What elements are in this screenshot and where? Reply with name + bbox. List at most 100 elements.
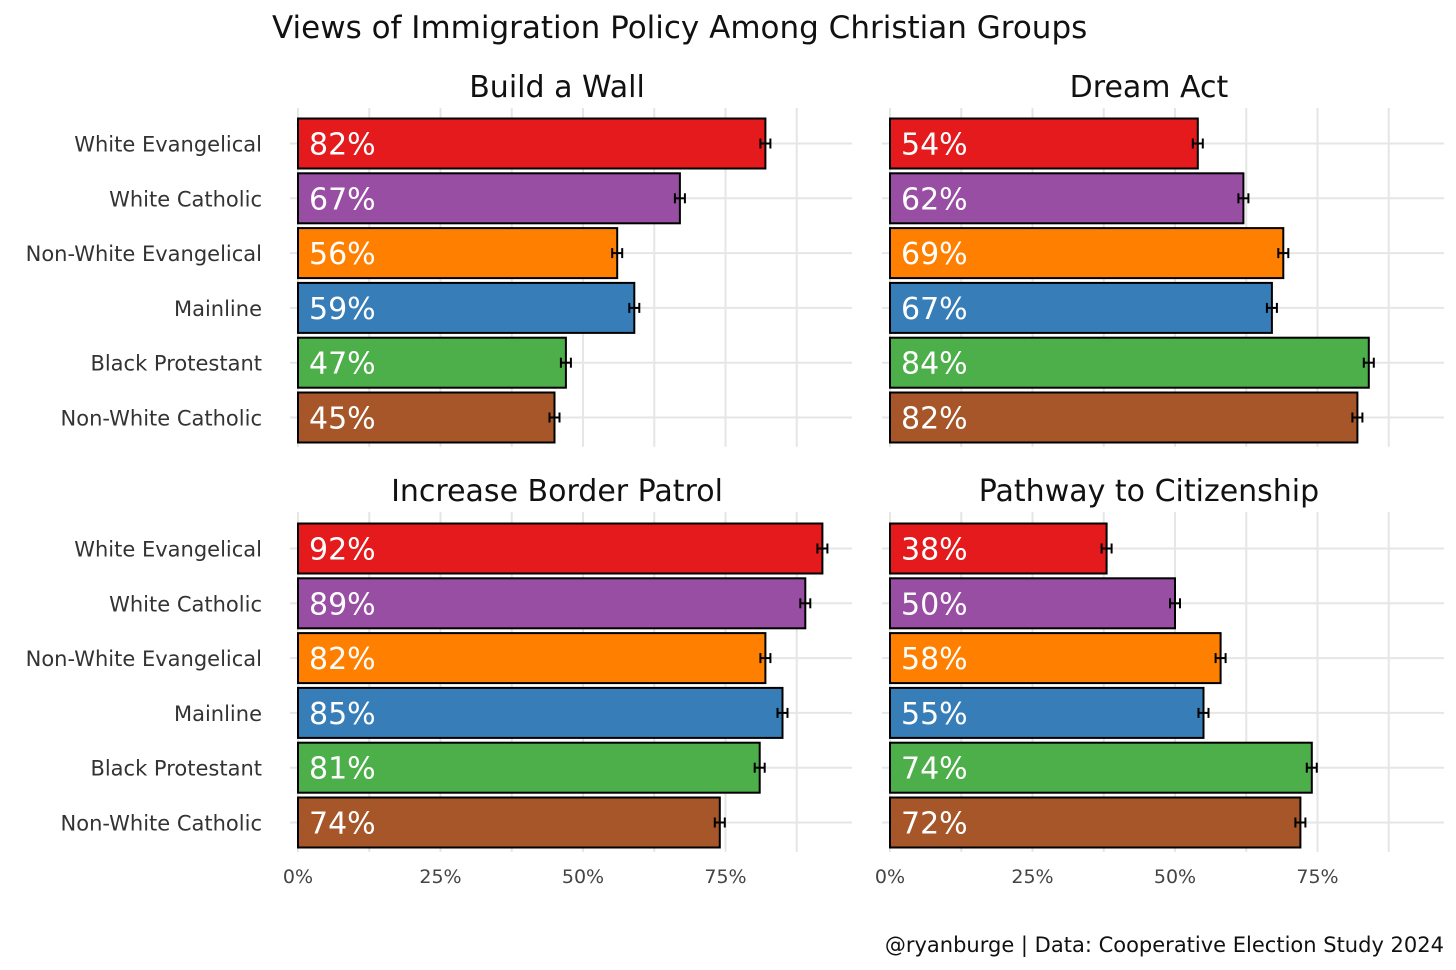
panel-pathway-to-citizenship: Pathway to Citizenship 38% 50% 58% 55% 74% 72%… [875, 474, 1444, 888]
error-bar-white-evangelical [816, 543, 829, 554]
error-bar-white-catholic [673, 193, 686, 204]
bar-value-label-black-protestant: 81% [309, 752, 376, 787]
bar-value-label-mainline: 67% [901, 292, 968, 327]
category-label-non-white-evangelical: Non-White Evangelical [26, 242, 262, 266]
error-bar-white-catholic [1169, 598, 1181, 609]
bar-value-label-non-white-evangelical: 58% [901, 642, 968, 677]
bar-value-label-black-protestant: 47% [309, 347, 376, 382]
error-bar-white-evangelical [759, 138, 772, 149]
bar-black-protestant [889, 336, 1370, 389]
bar-white-catholic [889, 577, 1176, 630]
x-tick-label: 75% [1296, 866, 1338, 888]
bar-non-white-catholic [297, 391, 556, 444]
panel-title: Dream Act [1070, 70, 1229, 105]
bar-value-label-white-evangelical: 82% [309, 128, 376, 163]
panel-title: Pathway to Citizenship [979, 474, 1319, 509]
error-bar-non-white-catholic [713, 817, 726, 828]
facet-panels: Build a Wall White Evangelical White Catho… [26, 70, 1444, 888]
bar-mainline [889, 281, 1273, 334]
bar-white-catholic [297, 172, 681, 225]
bar-white-evangelical [297, 117, 767, 170]
bar-value-label-non-white-catholic: 82% [901, 402, 968, 437]
bar-value-label-white-evangelical: 38% [901, 533, 968, 568]
x-tick-label: 75% [704, 866, 746, 888]
error-bar-black-protestant [753, 762, 766, 773]
bar-white-catholic [889, 172, 1245, 225]
bar-white-evangelical [889, 117, 1199, 170]
error-bar-black-protestant [1362, 357, 1375, 368]
x-tick-label: 25% [419, 866, 461, 888]
x-tick-label: 0% [283, 866, 313, 888]
category-label-non-white-evangelical: Non-White Evangelical [26, 647, 262, 671]
x-tick-label: 50% [1154, 866, 1196, 888]
error-bar-white-catholic [1237, 193, 1250, 204]
bar-non-white-evangelical [889, 227, 1285, 280]
error-bar-non-white-catholic [1351, 412, 1364, 423]
bar-value-label-white-catholic: 50% [901, 587, 968, 622]
error-bar-non-white-evangelical [611, 248, 624, 259]
error-bar-non-white-catholic [1294, 817, 1307, 828]
panel-title: Increase Border Patrol [391, 474, 723, 509]
bar-value-label-white-catholic: 67% [309, 182, 376, 217]
error-bar-white-catholic [799, 598, 812, 609]
x-tick-label: 50% [562, 866, 604, 888]
category-label-white-catholic: White Catholic [109, 187, 262, 211]
category-label-black-protestant: Black Protestant [90, 757, 262, 781]
bar-black-protestant [297, 741, 761, 794]
bar-value-label-non-white-catholic: 74% [309, 807, 376, 842]
bar-value-label-white-catholic: 62% [901, 182, 968, 217]
panel-increase-border-patrol: Increase Border Patrol White Evangelical W… [26, 474, 852, 888]
bar-value-label-non-white-evangelical: 69% [901, 237, 968, 272]
error-bar-non-white-evangelical [1214, 653, 1227, 664]
category-label-mainline: Mainline [174, 702, 262, 726]
bar-value-label-white-catholic: 89% [309, 587, 376, 622]
bar-black-protestant [889, 741, 1313, 794]
error-bar-black-protestant [1305, 762, 1318, 773]
error-bar-white-evangelical [1100, 543, 1113, 554]
bar-value-label-non-white-catholic: 72% [901, 807, 968, 842]
bar-non-white-evangelical [297, 632, 767, 685]
bar-value-label-mainline: 59% [309, 292, 376, 327]
bar-value-label-mainline: 85% [309, 697, 376, 732]
x-tick-label: 0% [875, 866, 905, 888]
bar-value-label-non-white-evangelical: 56% [309, 237, 376, 272]
bar-non-white-catholic [889, 391, 1359, 444]
error-bar-mainline [628, 302, 641, 313]
bar-black-protestant [297, 336, 567, 389]
error-bar-non-white-evangelical [759, 653, 772, 664]
error-bar-mainline [1197, 707, 1210, 718]
chart-caption: @ryanburge | Data: Cooperative Election … [885, 933, 1444, 958]
x-tick-label: 25% [1011, 866, 1053, 888]
bar-value-label-mainline: 55% [901, 697, 968, 732]
bar-non-white-catholic [297, 796, 721, 849]
category-label-white-evangelical: White Evangelical [74, 538, 262, 562]
error-bar-white-evangelical [1191, 138, 1204, 149]
bar-value-label-non-white-catholic: 45% [309, 402, 376, 437]
error-bar-non-white-catholic [548, 412, 561, 423]
bar-mainline [889, 686, 1205, 739]
category-label-non-white-catholic: Non-White Catholic [61, 407, 262, 431]
bar-white-evangelical [297, 522, 824, 575]
chart-title: Views of Immigration Policy Among Christ… [272, 10, 1087, 46]
category-label-white-catholic: White Catholic [109, 592, 262, 616]
panel-title: Build a Wall [469, 70, 645, 105]
bar-value-label-white-evangelical: 54% [901, 128, 968, 163]
bar-value-label-black-protestant: 74% [901, 752, 968, 787]
panel-dream-act: Dream Act 54% 62% 69% 67% 84% 82% [882, 70, 1444, 447]
bar-non-white-evangelical [297, 227, 619, 280]
error-bar-mainline [776, 707, 789, 718]
category-label-white-evangelical: White Evangelical [74, 133, 262, 157]
category-label-non-white-catholic: Non-White Catholic [61, 812, 262, 836]
category-label-black-protestant: Black Protestant [90, 352, 262, 376]
category-label-mainline: Mainline [174, 297, 262, 321]
bar-white-catholic [297, 577, 807, 630]
bar-white-evangelical [889, 522, 1108, 575]
bar-value-label-white-evangelical: 92% [309, 533, 376, 568]
bar-value-label-black-protestant: 84% [901, 347, 968, 382]
panel-build-a-wall: Build a Wall White Evangelical White Catho… [26, 70, 852, 447]
bar-mainline [297, 686, 784, 739]
bar-non-white-evangelical [889, 632, 1222, 685]
error-bar-mainline [1265, 302, 1278, 313]
error-bar-black-protestant [559, 357, 572, 368]
